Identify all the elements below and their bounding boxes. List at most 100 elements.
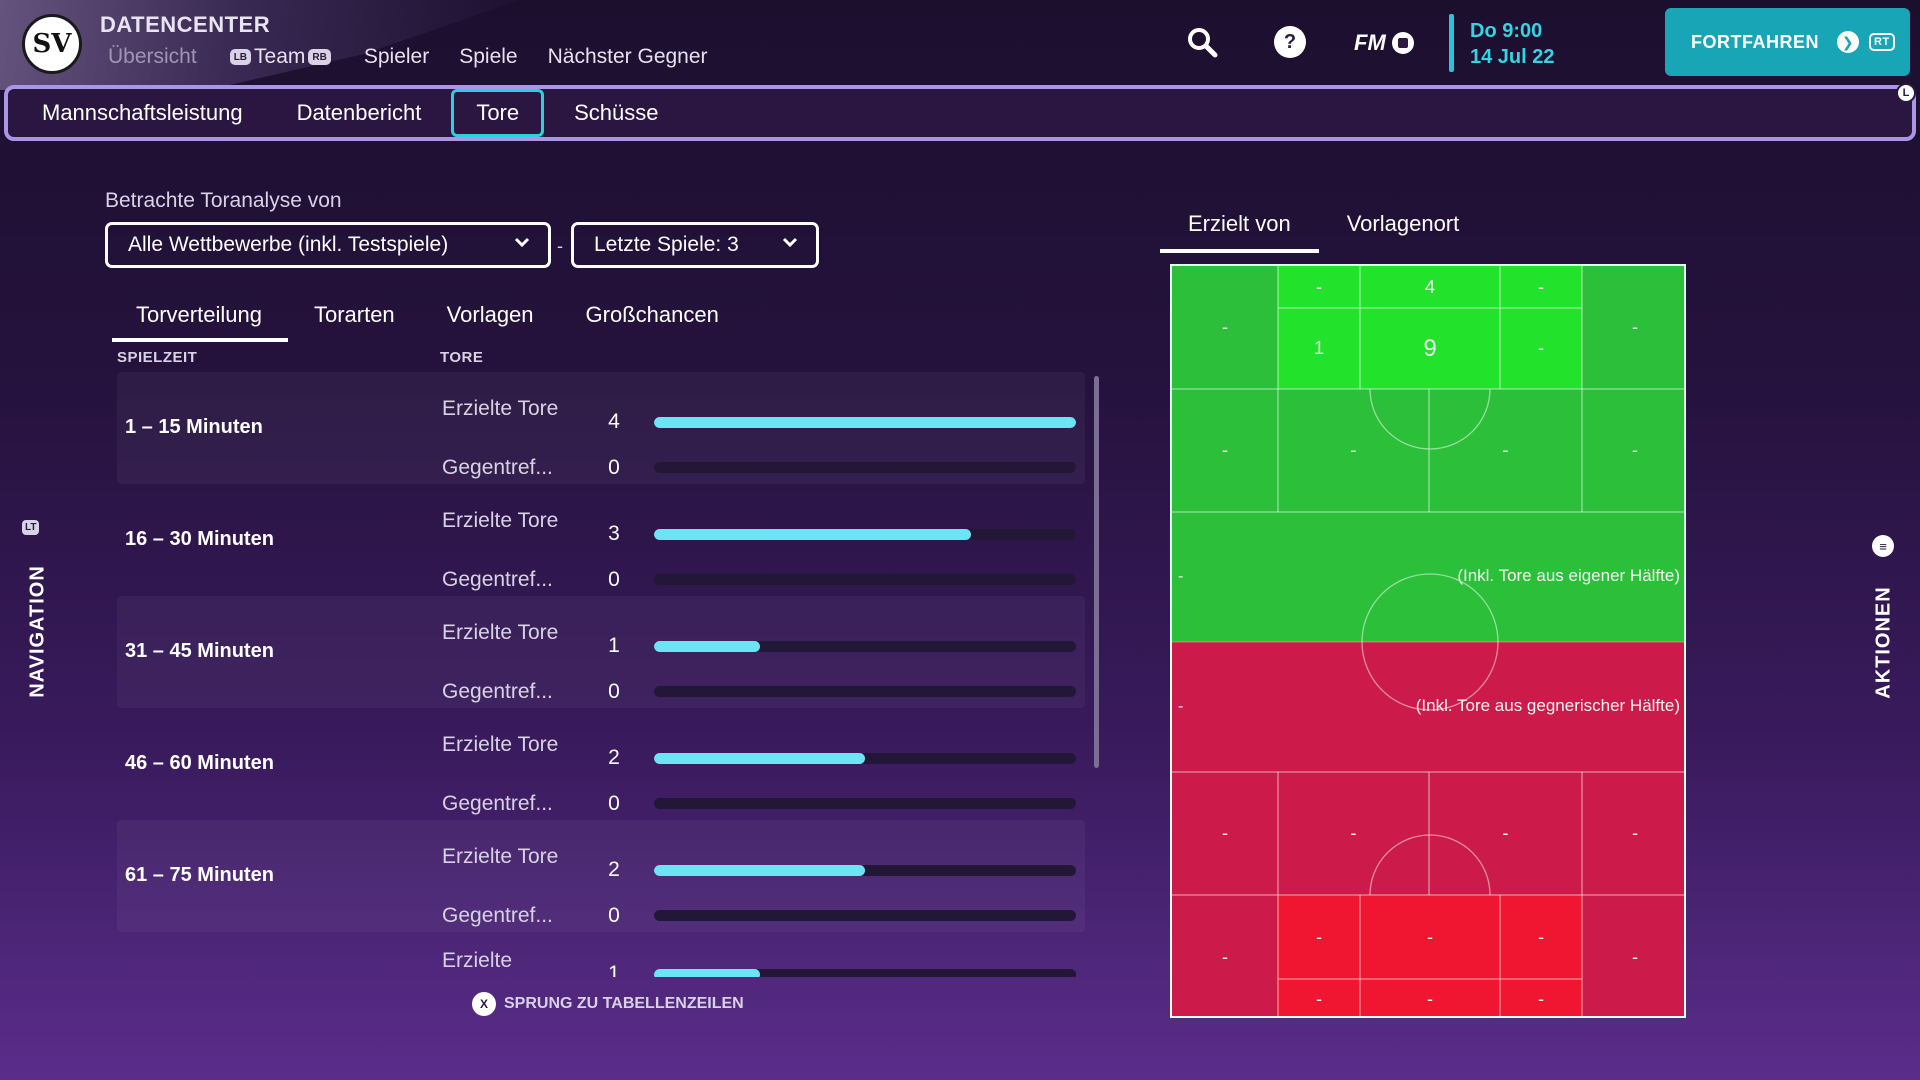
tab-torarten[interactable]: Torarten: [313, 302, 395, 327]
opp-half-note: (Inkl. Tore aus gegnerischer Hälfte): [1415, 696, 1680, 715]
conceded-label: Gegentref...: [442, 568, 553, 591]
zone-top-box-right[interactable]: -: [1500, 308, 1582, 389]
help-button[interactable]: ?: [1272, 24, 1308, 60]
chevron-down-icon: [782, 235, 798, 253]
jump-to-rows-hint[interactable]: X SPRUNG ZU TABELLENZEILEN: [472, 992, 744, 1016]
zone-top-mid-3[interactable]: -: [1429, 389, 1582, 512]
conceded-value: 0: [608, 456, 620, 479]
range-dropdown[interactable]: Letzte Spiele: 3: [571, 222, 819, 268]
zone-top-six-left[interactable]: -: [1278, 266, 1360, 308]
table-row[interactable]: 16 – 30 Minuten Erzielte Tore 3 Gegentre…: [117, 484, 1085, 596]
tab-grosschancen[interactable]: Großchancen: [585, 302, 719, 327]
actions-rail[interactable]: ≡ AKTIONEN: [1870, 535, 1900, 735]
zone-top-six-right[interactable]: -: [1500, 266, 1582, 308]
pitch-tabs: Erzielt von Vorlagenort: [1160, 205, 1487, 253]
nav-item-spieler[interactable]: Spieler: [363, 45, 430, 68]
tab-torverteilung[interactable]: Torverteilung: [112, 298, 288, 342]
period-label: 1 – 15 Minuten: [125, 416, 263, 438]
nav-item-spiele[interactable]: Spiele: [459, 45, 518, 68]
conceded-value: 0: [608, 904, 620, 927]
scored-bar: [654, 417, 1076, 428]
zone-bot-mid-3[interactable]: -: [1429, 772, 1582, 895]
table-scrollbar[interactable]: [1094, 376, 1099, 768]
chevron-right-icon: ❯: [1837, 31, 1859, 53]
search-icon[interactable]: [1184, 24, 1220, 60]
zone-bot-six-center[interactable]: -: [1360, 979, 1500, 1016]
zone-bot-wing-right[interactable]: -: [1582, 895, 1684, 1016]
fm-button[interactable]: FM: [1354, 30, 1414, 56]
scored-value: 4: [608, 410, 620, 433]
conceded-bar: [654, 574, 1076, 585]
l-hint-icon: L: [1896, 83, 1916, 103]
zone-top-wing-left[interactable]: -: [1172, 266, 1278, 389]
tab-datenbericht[interactable]: Datenbericht: [296, 100, 422, 125]
zone-top-mid-2[interactable]: -: [1278, 389, 1429, 512]
conceded-label: Gegentref...: [442, 792, 553, 815]
period-label: 61 – 75 Minuten: [125, 864, 274, 886]
scored-label: Erzielte Tore: [442, 845, 559, 868]
conceded-bar: [654, 910, 1076, 921]
rb-hint-icon: RB: [308, 49, 331, 65]
tab-mannschaftsleistung[interactable]: Mannschaftsleistung: [42, 100, 243, 125]
tab-schuesse[interactable]: Schüsse: [574, 100, 659, 125]
zone-bot-box-center[interactable]: -: [1360, 895, 1500, 979]
table-row[interactable]: 61 – 75 Minuten Erzielte Tore 2 Gegentre…: [117, 820, 1085, 932]
tab-erzielt-von[interactable]: Erzielt von: [1160, 205, 1319, 253]
period-label: 31 – 45 Minuten: [125, 640, 274, 662]
zone-top-mid-1[interactable]: -: [1172, 389, 1278, 512]
column-header-spielzeit[interactable]: SPIELZEIT: [117, 349, 198, 366]
zone-top-mid-4[interactable]: -: [1582, 389, 1684, 512]
zone-top-wing-right[interactable]: -: [1582, 266, 1684, 389]
filter-separator: -: [557, 236, 563, 256]
scored-bar: [654, 529, 1076, 540]
scored-bar: [654, 753, 1076, 764]
conceded-label: Gegentref...: [442, 456, 553, 479]
scored-bar: [654, 865, 1076, 876]
zone-bot-mid-2[interactable]: -: [1278, 772, 1429, 895]
conceded-value: 0: [608, 792, 620, 815]
navigation-label: NAVIGATION: [26, 565, 49, 698]
scored-label: Erzielte Tore: [442, 733, 559, 756]
conceded-label: Gegentref...: [442, 680, 553, 703]
rt-hint-icon: RT: [1869, 33, 1895, 51]
nav-item-uebersicht[interactable]: Übersicht: [108, 45, 197, 68]
continue-button[interactable]: FORTFAHREN ❯ RT: [1665, 8, 1910, 76]
navigation-rail[interactable]: LT NAVIGATION: [20, 520, 50, 720]
conceded-value: 0: [608, 568, 620, 591]
question-icon: ?: [1274, 26, 1306, 58]
table-row[interactable]: 31 – 45 Minuten Erzielte Tore 1 Gegentre…: [117, 596, 1085, 708]
period-label: 46 – 60 Minuten: [125, 752, 274, 774]
section-title: DATENCENTER: [100, 12, 271, 37]
goal-distribution-table: 1 – 15 Minuten Erzielte Tore 4 Gegentref…: [117, 372, 1085, 977]
zone-bot-mid-4[interactable]: -: [1582, 772, 1684, 895]
sub-tab-bar: Mannschaftsleistung Datenbericht Tore Sc…: [4, 83, 1916, 141]
stop-icon: [1391, 32, 1414, 54]
zone-bot-box-left[interactable]: -: [1278, 895, 1360, 979]
zone-bot-wing-left[interactable]: -: [1172, 895, 1278, 1016]
zone-bot-six-left[interactable]: -: [1278, 979, 1360, 1016]
club-logo[interactable]: SV: [22, 14, 82, 74]
zone-bot-box-right[interactable]: -: [1500, 895, 1582, 979]
filter-label: Betrachte Toranalyse von: [105, 189, 342, 212]
zone-top-six-center[interactable]: 4: [1360, 266, 1500, 308]
chevron-down-icon: [514, 235, 530, 253]
zone-top-box-left[interactable]: 1: [1278, 308, 1360, 389]
column-header-tore[interactable]: TORE: [440, 349, 484, 366]
tab-vorlagen[interactable]: Vorlagen: [446, 302, 534, 327]
analysis-tabs: Torverteilung Torarten Vorlagen Großchan…: [112, 298, 745, 342]
zone-bot-six-right[interactable]: -: [1500, 979, 1582, 1016]
nav-item-naechster-gegner[interactable]: Nächster Gegner: [547, 45, 708, 68]
scored-label: Erzielte Tore: [442, 509, 559, 532]
nav-item-team[interactable]: LB Team RB: [227, 45, 334, 69]
conceded-bar: [654, 798, 1076, 809]
game-date: Do 9:00 14 Jul 22: [1470, 20, 1555, 68]
table-row[interactable]: Erzielte 1: [117, 932, 1085, 977]
table-row[interactable]: 1 – 15 Minuten Erzielte Tore 4 Gegentref…: [117, 372, 1085, 484]
zone-top-box-center[interactable]: 9: [1360, 308, 1500, 389]
competition-dropdown[interactable]: Alle Wettbewerbe (inkl. Testspiele): [105, 222, 551, 268]
table-row[interactable]: 46 – 60 Minuten Erzielte Tore 2 Gegentre…: [117, 708, 1085, 820]
zone-bot-mid-1[interactable]: -: [1172, 772, 1278, 895]
tab-tore[interactable]: Tore: [451, 89, 545, 137]
own-half-note: (Inkl. Tore aus eigener Hälfte): [1457, 566, 1680, 585]
tab-vorlagenort[interactable]: Vorlagenort: [1346, 211, 1460, 236]
